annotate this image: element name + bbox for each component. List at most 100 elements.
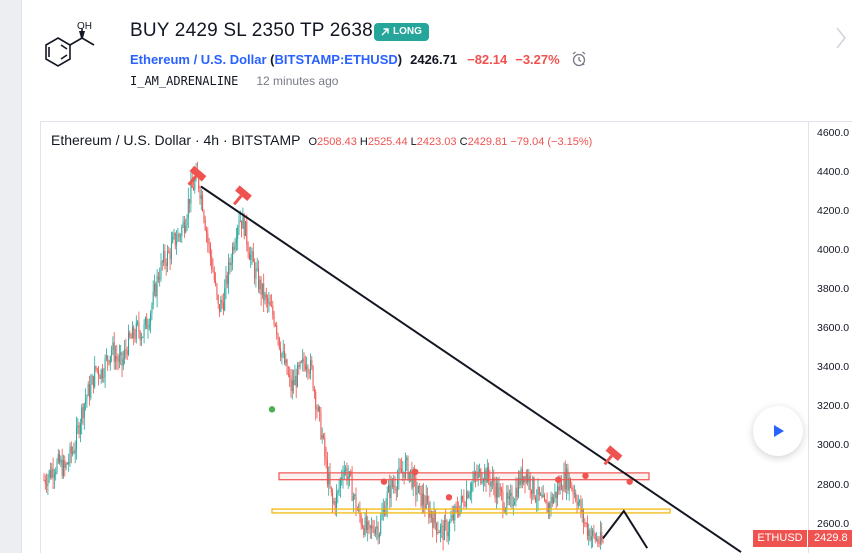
candle-body <box>190 182 192 204</box>
candle-body <box>342 474 344 478</box>
candle-body <box>203 210 205 220</box>
candle-body <box>313 389 315 392</box>
candle-body <box>489 478 491 487</box>
candle-body <box>226 275 228 284</box>
legend-title: Ethereum / U.S. Dollar · 4h · BITSTAMP <box>51 132 301 148</box>
candle-body <box>553 497 555 504</box>
candle-body <box>512 504 514 506</box>
candle-body <box>237 227 239 240</box>
candle-body <box>397 479 399 491</box>
candle-body <box>337 491 339 494</box>
candle-body <box>398 467 400 480</box>
candle-body <box>295 376 297 387</box>
candle-body <box>207 233 209 243</box>
ohlc-values: O2508.43 H2525.44 L2423.03 C2429.81 −79.… <box>308 136 592 148</box>
high-label: H <box>359 136 368 148</box>
alarm-clock-icon[interactable] <box>570 50 588 68</box>
candle-body <box>146 317 148 329</box>
chevron-right-icon[interactable] <box>834 24 848 52</box>
long-badge[interactable]: LONG <box>374 23 429 41</box>
candle-body <box>81 407 83 424</box>
candle-body <box>410 469 412 472</box>
candle-body <box>510 492 512 496</box>
candle-body <box>390 480 392 499</box>
candle-body <box>198 172 200 189</box>
signal-dot-green <box>268 406 276 413</box>
candle-body <box>533 477 535 498</box>
candle-body <box>394 485 396 490</box>
play-button[interactable] <box>753 406 803 456</box>
candle-body <box>155 283 157 297</box>
author-avatar[interactable]: OH <box>38 18 118 88</box>
candle-body <box>273 315 275 325</box>
low-value: 2423.03 <box>416 136 457 148</box>
candle-body <box>121 352 123 366</box>
candle-body <box>138 322 140 332</box>
candle-body <box>128 332 129 355</box>
candle-body <box>481 482 483 484</box>
candle-body <box>451 514 453 520</box>
candle-body <box>285 359 287 364</box>
price-tick: 4000.0 <box>817 244 850 256</box>
candle-body <box>596 538 597 541</box>
candle-body <box>250 254 252 260</box>
idea-title: BUY 2429 SL 2350 TP 2638 <box>130 20 373 41</box>
author-link[interactable]: I_AM_ADRENALINE <box>130 74 239 88</box>
candle-body <box>450 519 452 522</box>
candle-body <box>160 261 162 279</box>
last-price-tag: 2429.8 <box>808 530 852 547</box>
candle-body <box>542 495 544 498</box>
price-scale[interactable]: 4600.0 4400.0 4200.0 4000.0 3800.0 3600.0 3400… <box>808 122 852 553</box>
candle-body <box>380 519 382 534</box>
candle-body <box>495 483 497 498</box>
candle-body <box>563 471 565 491</box>
candle-body <box>61 459 63 477</box>
candle-body <box>46 483 48 486</box>
candle-body <box>156 276 158 297</box>
candle-body <box>480 469 482 483</box>
candle-body <box>183 221 185 233</box>
candle-body <box>436 522 438 534</box>
candle-body <box>538 486 540 496</box>
exchange-symbol-link[interactable]: BITSTAMP:ETHUSD <box>274 51 398 67</box>
candle-body <box>376 526 378 529</box>
candle-body <box>516 487 518 497</box>
candle-body <box>508 495 510 499</box>
candle-body <box>320 411 322 439</box>
candle-body <box>159 278 161 280</box>
candle-body <box>89 384 90 398</box>
candle-body <box>284 351 285 364</box>
candle-body <box>321 435 323 439</box>
candle-body <box>186 217 188 227</box>
candle-body <box>551 496 553 504</box>
candle-body <box>419 485 421 487</box>
candle-body <box>143 324 145 337</box>
candle-body <box>371 525 373 529</box>
candle-body <box>505 508 506 512</box>
candle-body <box>411 469 413 488</box>
candle-body <box>506 492 508 509</box>
candle-body <box>336 493 337 508</box>
candle-body <box>116 356 118 360</box>
candle-body <box>475 473 477 476</box>
hammer-icon <box>187 165 207 186</box>
candle-body <box>109 355 111 364</box>
candle-body <box>187 198 189 218</box>
candle-body <box>524 476 526 482</box>
candle-body <box>589 530 591 541</box>
candle-body <box>209 244 211 257</box>
candle-body <box>152 291 154 305</box>
price-chart[interactable] <box>41 122 808 553</box>
candle-body <box>437 532 439 534</box>
chart-area[interactable]: Ethereum / U.S. Dollar · 4h · BITSTAMP O… <box>40 121 852 553</box>
candle-body <box>453 514 454 521</box>
candle-body <box>78 425 80 435</box>
candle-body <box>469 492 471 495</box>
paren-open: ( <box>266 51 275 67</box>
price-tick: 3600.0 <box>817 322 850 335</box>
candle-body <box>194 179 196 191</box>
candle-body <box>547 503 549 514</box>
symbol-name-link[interactable]: Ethereum / U.S. Dollar <box>130 51 267 67</box>
candle-body <box>50 470 51 478</box>
candle-body <box>311 360 313 367</box>
